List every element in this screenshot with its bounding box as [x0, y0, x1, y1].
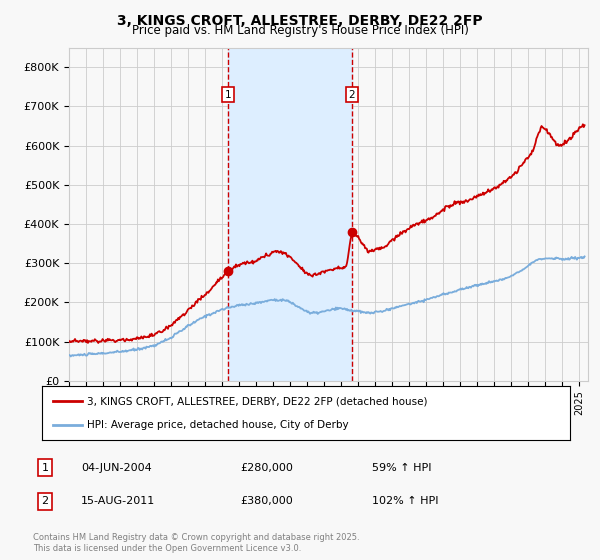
Text: Price paid vs. HM Land Registry's House Price Index (HPI): Price paid vs. HM Land Registry's House … — [131, 24, 469, 37]
Bar — [228, 48, 352, 381]
Text: £280,000: £280,000 — [240, 463, 293, 473]
Text: 2: 2 — [349, 90, 355, 100]
Text: 15-AUG-2011: 15-AUG-2011 — [81, 496, 155, 506]
Text: 04-JUN-2004: 04-JUN-2004 — [81, 463, 152, 473]
Text: HPI: Average price, detached house, City of Derby: HPI: Average price, detached house, City… — [87, 419, 349, 430]
Text: 102% ↑ HPI: 102% ↑ HPI — [372, 496, 439, 506]
Text: Contains HM Land Registry data © Crown copyright and database right 2025.
This d: Contains HM Land Registry data © Crown c… — [33, 533, 359, 553]
Text: £380,000: £380,000 — [240, 496, 293, 506]
Text: 1: 1 — [224, 90, 231, 100]
Text: 3, KINGS CROFT, ALLESTREE, DERBY, DE22 2FP (detached house): 3, KINGS CROFT, ALLESTREE, DERBY, DE22 2… — [87, 396, 427, 407]
Text: 3, KINGS CROFT, ALLESTREE, DERBY, DE22 2FP: 3, KINGS CROFT, ALLESTREE, DERBY, DE22 2… — [117, 14, 483, 28]
Text: 59% ↑ HPI: 59% ↑ HPI — [372, 463, 431, 473]
Text: 1: 1 — [41, 463, 49, 473]
Text: 2: 2 — [41, 496, 49, 506]
